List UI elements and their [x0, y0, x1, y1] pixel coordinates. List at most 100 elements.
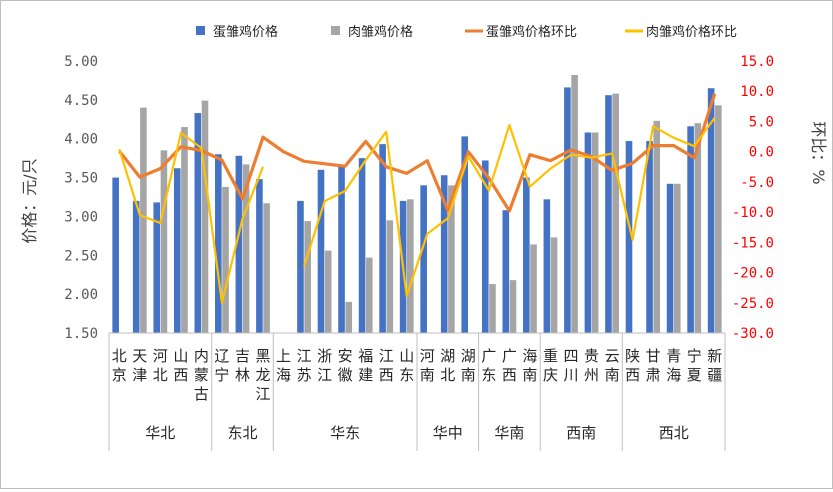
bar-egg-chick	[194, 113, 202, 333]
y-tick-label: 1.50	[64, 326, 98, 342]
bar-egg-chick	[173, 168, 181, 333]
region-label: 东北	[227, 424, 257, 442]
bar-broiler-chick	[365, 257, 373, 333]
x-tick-label: 重庆	[543, 347, 558, 384]
x-tick-label: 辽宁	[214, 347, 229, 384]
x-tick-label: 陕西	[625, 347, 640, 384]
lines	[118, 93, 717, 304]
bar-broiler-chick	[653, 120, 661, 333]
bar-egg-chick	[625, 141, 633, 333]
x-tick-label: 海南	[522, 347, 537, 384]
region-label: 华东	[330, 424, 360, 442]
y-tick-label: 5.00	[64, 54, 98, 70]
region-label: 西北	[659, 424, 689, 442]
region-label: 西南	[566, 424, 596, 442]
bar-egg-chick	[707, 88, 715, 333]
x-tick-label: 河北	[153, 347, 168, 384]
bar-egg-chick	[687, 126, 694, 333]
y2-axis-title: 环比：%	[809, 121, 828, 184]
legend-label: 肉雏鸡价格	[348, 24, 413, 40]
y2-tick-label: 15.0	[740, 54, 774, 70]
bar-broiler-chick	[324, 250, 332, 333]
x-tick-label: 新疆	[707, 347, 722, 384]
y2-tick-label: -15.0	[732, 235, 774, 251]
line-broiler-chick-mom	[303, 117, 716, 298]
legend-label: 蛋雏鸡价格环比	[486, 24, 577, 40]
y-axis-title: 价格：元/只	[20, 158, 39, 243]
region-label: 华北	[145, 424, 175, 442]
line-broiler-chick-mom	[118, 131, 265, 304]
bar-egg-chick	[379, 144, 386, 333]
x-tick-label: 江西	[379, 347, 394, 384]
right-axis: -30.0 -25.0 -20.0 -15.0 -10.0 -5.0 0.0 5.0 10.0 1…	[732, 54, 828, 342]
bar-egg-chick	[317, 169, 325, 333]
x-tick-label: 云南	[605, 347, 620, 384]
y-tick-label: 3.00	[64, 209, 98, 225]
y-tick-label: 3.50	[64, 171, 98, 187]
bar-egg-chick	[543, 199, 551, 333]
y2-tick-label: -5.0	[740, 175, 774, 191]
bar-broiler-chick	[509, 280, 517, 333]
bar-broiler-chick	[612, 93, 619, 333]
bar-broiler-chick	[160, 150, 168, 333]
bar-egg-chick	[440, 175, 448, 333]
bar-egg-chick	[461, 136, 469, 333]
bar-broiler-chick	[201, 100, 209, 333]
bar-broiler-chick	[571, 74, 578, 334]
legend-label: 肉雏鸡价格环比	[646, 24, 737, 40]
bar-egg-chick	[564, 87, 571, 333]
x-tick-label: 内蒙古	[194, 347, 209, 403]
bars	[112, 74, 722, 334]
line-egg-chick-mom	[118, 93, 717, 213]
x-tick-label: 广东	[481, 347, 496, 384]
x-tick-label: 山东	[399, 347, 414, 384]
x-tick-label: 山西	[173, 347, 188, 384]
y-tick-label: 4.50	[64, 93, 98, 109]
bar-egg-chick	[338, 165, 345, 333]
legend: 蛋雏鸡价格 肉雏鸡价格 蛋雏鸡价格环比 肉雏鸡价格环比	[196, 24, 737, 40]
x-tick-label: 黑龙江	[255, 347, 270, 403]
bar-egg-chick	[235, 155, 243, 333]
bar-egg-chick	[605, 95, 612, 333]
x-tick-label: 宁夏	[687, 347, 702, 384]
x-tick-label: 湖北	[440, 347, 455, 384]
x-tick-label: 湖南	[461, 347, 476, 384]
bar-broiler-chick	[530, 244, 537, 333]
bar-broiler-chick	[673, 183, 681, 333]
region-label: 华南	[494, 424, 524, 442]
y2-tick-label: 5.0	[749, 114, 774, 130]
bar-egg-chick	[502, 210, 510, 333]
bar-broiler-chick	[222, 186, 229, 333]
y2-tick-label: -30.0	[732, 326, 774, 342]
region-label: 华中	[433, 424, 463, 442]
y2-tick-label: -10.0	[732, 205, 774, 221]
bar-broiler-chick	[489, 284, 496, 333]
bar-egg-chick	[358, 158, 366, 333]
x-tick-label: 安徽	[338, 347, 353, 384]
x-tick-label: 吉林	[235, 347, 250, 384]
x-tick-label: 贵州	[584, 347, 599, 384]
x-tick-label: 甘肃	[646, 347, 661, 384]
bar-egg-chick	[646, 141, 653, 333]
bar-broiler-chick	[304, 221, 311, 333]
left-axis: 1.50 2.00 2.50 3.00 3.50 4.00 4.50 5.00 价格：元/只	[20, 54, 98, 342]
x-tick-label: 北京	[112, 347, 127, 384]
legend-swatch	[196, 26, 205, 35]
bar-broiler-chick	[550, 237, 558, 333]
y2-tick-label: -25.0	[732, 296, 774, 312]
bar-broiler-chick	[448, 185, 455, 333]
bar-egg-chick	[523, 177, 530, 333]
bar-broiler-chick	[181, 127, 188, 333]
x-tick-label: 四川	[563, 347, 578, 384]
y-tick-label: 2.00	[64, 287, 98, 303]
x-tick-label: 福建	[358, 347, 373, 384]
bar-egg-chick	[420, 185, 427, 333]
y2-tick-label: -20.0	[732, 266, 774, 282]
bar-broiler-chick	[345, 301, 353, 333]
bar-broiler-chick	[715, 105, 722, 333]
bar-broiler-chick	[140, 107, 147, 333]
bar-broiler-chick	[694, 123, 702, 333]
legend-label: 蛋雏鸡价格	[213, 24, 278, 40]
